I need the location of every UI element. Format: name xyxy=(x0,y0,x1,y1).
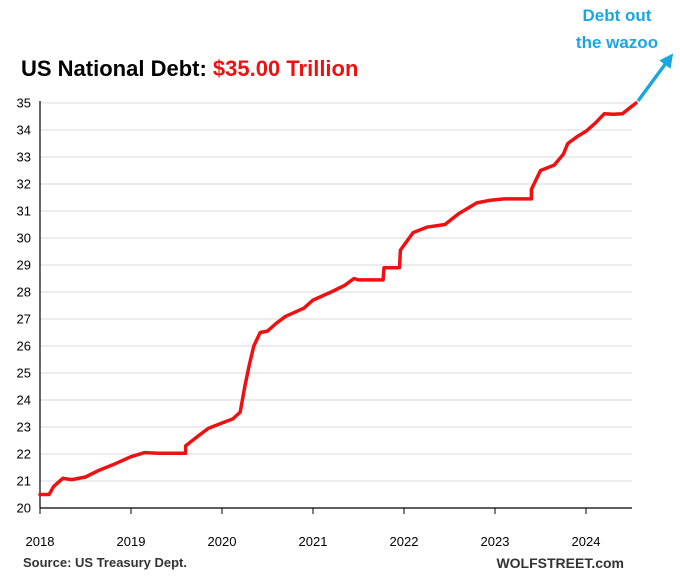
y-tick-34: 34 xyxy=(17,123,31,138)
y-tick-26: 26 xyxy=(17,339,31,354)
series-line-0 xyxy=(38,101,638,497)
y-tick-31: 31 xyxy=(17,204,31,219)
y-tick-24: 24 xyxy=(17,393,31,408)
x-tick-labels: 2018 2019 2020 2021 2022 2023 2024 xyxy=(26,534,601,549)
gridlines xyxy=(40,102,632,482)
y-tick-30: 30 xyxy=(17,231,31,246)
x-tick-2021: 2021 xyxy=(299,534,328,549)
y-tick-33: 33 xyxy=(17,150,31,165)
series-layer xyxy=(38,101,638,497)
annotation-line-1: Debt out xyxy=(583,6,652,25)
x-tick-2018: 2018 xyxy=(26,534,55,549)
x-tick-2023: 2023 xyxy=(481,534,510,549)
y-tick-20: 20 xyxy=(17,501,31,516)
x-tick-2019: 2019 xyxy=(117,534,146,549)
y-tick-28: 28 xyxy=(17,285,31,300)
axes xyxy=(39,101,632,514)
x-tick-2020: 2020 xyxy=(208,534,237,549)
x-tick-2022: 2022 xyxy=(390,534,419,549)
x-tick-2024: 2024 xyxy=(572,534,601,549)
y-tick-25: 25 xyxy=(17,366,31,381)
y-tick-21: 21 xyxy=(17,474,31,489)
source-note: Source: US Treasury Dept. xyxy=(23,555,187,570)
y-tick-32: 32 xyxy=(17,177,31,192)
y-tick-27: 27 xyxy=(17,312,31,327)
chart-title-value: $35.00 Trillion xyxy=(213,56,359,81)
y-tick-23: 23 xyxy=(17,420,31,435)
y-tick-29: 29 xyxy=(17,258,31,273)
chart-title: US National Debt: $35.00 Trillion xyxy=(21,56,358,81)
annotation-line-2: the wazoo xyxy=(576,33,658,52)
y-tick-22: 22 xyxy=(17,447,31,462)
brand-label: WOLFSTREET.com xyxy=(496,555,624,571)
chart-title-label: US National Debt: xyxy=(21,56,213,81)
annotation-arrow xyxy=(636,53,674,103)
y-tick-labels: 20 21 22 23 24 25 26 27 28 29 30 31 32 33 34 35 xyxy=(17,96,31,516)
y-tick-35: 35 xyxy=(17,96,31,111)
